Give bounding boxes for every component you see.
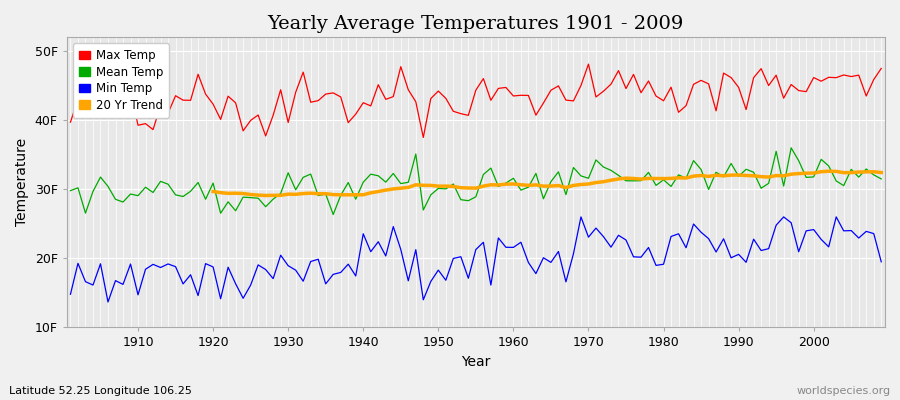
Title: Yearly Average Temperatures 1901 - 2009: Yearly Average Temperatures 1901 - 2009: [267, 15, 684, 33]
Text: Latitude 52.25 Longitude 106.25: Latitude 52.25 Longitude 106.25: [9, 386, 192, 396]
Y-axis label: Temperature: Temperature: [15, 138, 29, 226]
Text: worldspecies.org: worldspecies.org: [796, 386, 891, 396]
Legend: Max Temp, Mean Temp, Min Temp, 20 Yr Trend: Max Temp, Mean Temp, Min Temp, 20 Yr Tre…: [73, 43, 169, 118]
X-axis label: Year: Year: [461, 355, 491, 369]
